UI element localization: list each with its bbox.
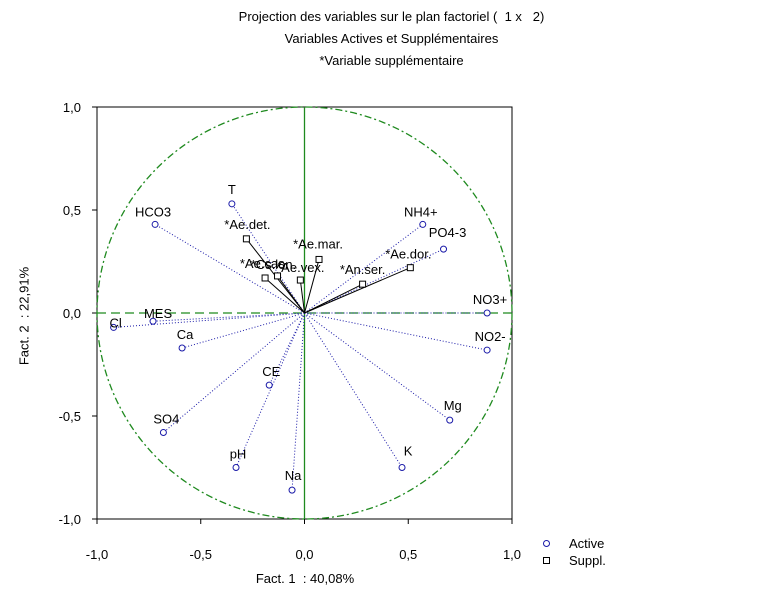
active-point-label: K xyxy=(404,444,413,459)
active-point-label: CE xyxy=(262,364,280,379)
active-point xyxy=(483,346,491,354)
x-tick-label: 0,0 xyxy=(295,547,313,562)
active-vector xyxy=(304,312,403,468)
suppl-vector xyxy=(277,275,305,314)
legend-label-active: Active xyxy=(569,536,605,551)
x-tick-label: 1,0 xyxy=(503,547,521,562)
active-point xyxy=(149,317,157,325)
active-vector xyxy=(181,312,305,349)
chart-subtitle: Variables Actives et Supplémentaires xyxy=(284,31,499,46)
circle-marker-icon xyxy=(539,540,553,547)
suppl-point-label: *Ae.det. xyxy=(224,217,270,232)
y-tick-label: 0,0 xyxy=(63,306,81,321)
active-point xyxy=(398,464,406,471)
suppl-vector xyxy=(304,267,411,314)
suppl-point xyxy=(261,274,269,282)
chart-title-block: Projection des variables sur le plan fac… xyxy=(0,6,783,72)
suppl-point-label: *An.ser. xyxy=(340,262,386,277)
active-vector xyxy=(152,312,305,322)
x-tick-label: -0,5 xyxy=(190,547,212,562)
suppl-point-label: *Cs.lon. xyxy=(251,257,297,272)
active-point-label: NO2- xyxy=(475,329,506,344)
active-vector xyxy=(304,312,488,351)
active-point xyxy=(151,220,159,228)
active-point xyxy=(419,220,427,228)
suppl-point xyxy=(359,280,367,288)
y-tick-label: -1,0 xyxy=(59,512,81,527)
suppl-point xyxy=(274,272,282,280)
suppl-point-label: *Ae.cas. xyxy=(240,256,288,271)
active-vector xyxy=(154,223,305,314)
active-point-label: Na xyxy=(285,468,302,483)
active-vector xyxy=(304,312,451,421)
active-vector xyxy=(231,203,305,314)
y-tick-label: 1,0 xyxy=(63,100,81,115)
x-tick-label: 0,5 xyxy=(399,547,417,562)
active-point xyxy=(228,200,236,208)
active-vector xyxy=(268,312,305,386)
active-point-label: MES xyxy=(144,306,173,321)
active-point xyxy=(178,344,186,352)
active-point-label: NH4+ xyxy=(404,204,438,219)
suppl-point-label: *Ae.vex. xyxy=(276,260,324,275)
active-point xyxy=(483,309,491,317)
active-point xyxy=(232,464,240,471)
suppl-vector xyxy=(304,259,320,314)
active-point xyxy=(440,245,448,253)
active-vector xyxy=(235,312,305,468)
active-point xyxy=(110,323,118,331)
active-point xyxy=(446,416,454,424)
square-marker-icon xyxy=(539,557,553,564)
suppl-vector xyxy=(264,277,305,314)
suppl-point-label: *Ae.dor. xyxy=(385,247,431,262)
active-point-label: HCO3 xyxy=(135,204,171,219)
active-point-label: Mg xyxy=(444,398,462,413)
suppl-vector xyxy=(299,279,305,314)
active-point-label: NO3+ xyxy=(473,292,507,307)
legend: Active Suppl. xyxy=(539,535,606,569)
active-vector xyxy=(113,312,305,328)
active-point-label: PO4-3 xyxy=(429,225,467,240)
legend-entry-suppl: Suppl. xyxy=(539,552,606,569)
active-point xyxy=(288,486,296,494)
chart-title: Projection des variables sur le plan fac… xyxy=(238,9,545,24)
suppl-point-label: *Ae.mar. xyxy=(293,236,343,251)
active-point-label: Ca xyxy=(177,327,194,342)
y-tick-label: -0,5 xyxy=(59,409,81,424)
active-point-label: T xyxy=(228,182,236,197)
active-vector xyxy=(291,312,305,491)
active-vector xyxy=(304,224,424,314)
active-point-label: pH xyxy=(230,447,247,462)
suppl-point xyxy=(406,264,414,272)
active-point xyxy=(159,428,167,436)
suppl-point xyxy=(315,255,323,263)
suppl-point xyxy=(242,235,250,243)
legend-entry-active: Active xyxy=(539,535,606,552)
legend-label-suppl: Suppl. xyxy=(569,553,606,568)
x-tick-label: -1,0 xyxy=(86,547,108,562)
chart-note: *Variable supplémentaire xyxy=(319,53,464,68)
y-tick-label: 0,5 xyxy=(63,203,81,218)
suppl-vector xyxy=(304,283,363,314)
suppl-point xyxy=(296,276,304,284)
y-axis-label: Fact. 2 : 22,91% xyxy=(16,266,32,366)
active-point-label: Cl xyxy=(109,315,121,330)
active-point-label: SO4 xyxy=(153,411,179,426)
active-vector xyxy=(163,312,305,433)
x-axis-label: Fact. 1 : 40,08% xyxy=(255,571,355,586)
